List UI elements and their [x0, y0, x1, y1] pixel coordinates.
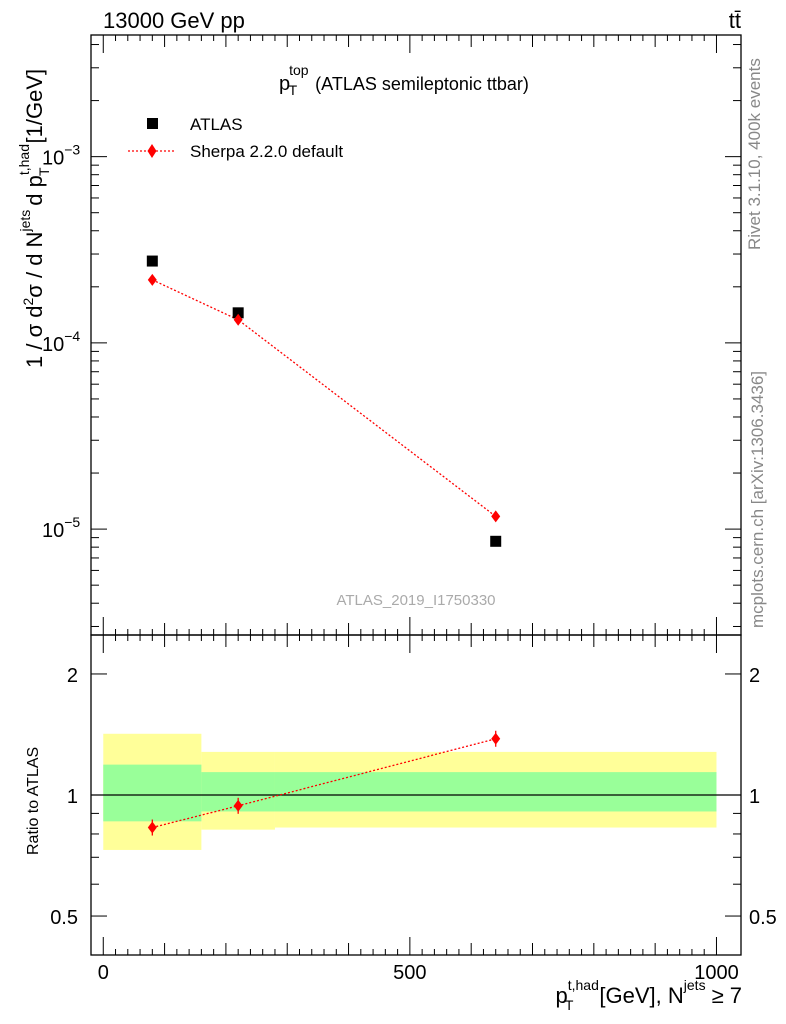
ratio-sherpa-point: [491, 732, 501, 745]
ratio-band-inner: [103, 764, 202, 822]
atlas-data-point: [146, 255, 158, 267]
main-y-tick-label: 10−3: [42, 142, 80, 170]
legend-sherpa-label: Sherpa 2.2.0 default: [190, 142, 343, 161]
energy-label: 13000 GeV pp: [103, 8, 245, 33]
ratio-sherpa-point: [147, 821, 157, 834]
legend-atlas-label: ATLAS: [190, 115, 243, 134]
analysis-watermark: ATLAS_2019_I1750330: [336, 592, 495, 609]
chart-marks: 0 500 1000 10−5 10−4 10−3 0.5 0.5 1 1 2 2: [42, 34, 777, 984]
x-tick-label: 500: [393, 962, 426, 984]
main-y-tick-label: 10−4: [42, 328, 80, 356]
atlas-data-point: [490, 535, 502, 547]
plot-title: ptop T (ATLAS semileptonic ttbar): [279, 62, 529, 98]
rivet-version-label: Rivet 3.1.10, 400k events: [745, 58, 764, 250]
sherpa-line: [152, 279, 497, 517]
x-tick-label: 1000: [694, 962, 739, 984]
ratio-band-inner: [274, 772, 717, 812]
ratio-y-tick-label-left: 1: [67, 786, 78, 808]
ratio-y-tick-label-left: 0.5: [50, 907, 78, 929]
mcplots-label: mcplots.cern.ch [arXiv:1306.3436]: [748, 371, 767, 628]
main-y-tick-label: 10−5: [42, 514, 80, 542]
sherpa-data-point: [491, 510, 501, 523]
x-axis-label: pt,had T [GeV], Njets ≥ 7: [555, 977, 742, 1013]
atlas-data-point: [232, 307, 244, 319]
legend: ATLAS Sherpa 2.2.0 default: [128, 115, 343, 161]
ratio-y-axis-label: Ratio to ATLAS: [25, 747, 42, 855]
ratio-y-tick-label-right: 2: [749, 665, 760, 687]
process-label: tt̄: [729, 8, 741, 33]
ratio-y-tick-label-right: 0.5: [749, 907, 777, 929]
sherpa-data-point: [233, 313, 243, 326]
legend-sherpa-marker: [147, 144, 157, 158]
sherpa-data-point: [147, 273, 157, 286]
main-y-axis-label: 1 / σ d2σ / d Njetsd pt,had T[1/GeV]: [16, 69, 52, 368]
x-tick-label: 0: [98, 962, 109, 984]
main-plot-frame: [90, 34, 742, 636]
ratio-y-tick-label-right: 1: [749, 786, 760, 808]
legend-atlas-marker: [147, 118, 158, 129]
ratio-sherpa-point: [233, 799, 243, 812]
ratio-y-tick-label-left: 2: [67, 665, 78, 687]
